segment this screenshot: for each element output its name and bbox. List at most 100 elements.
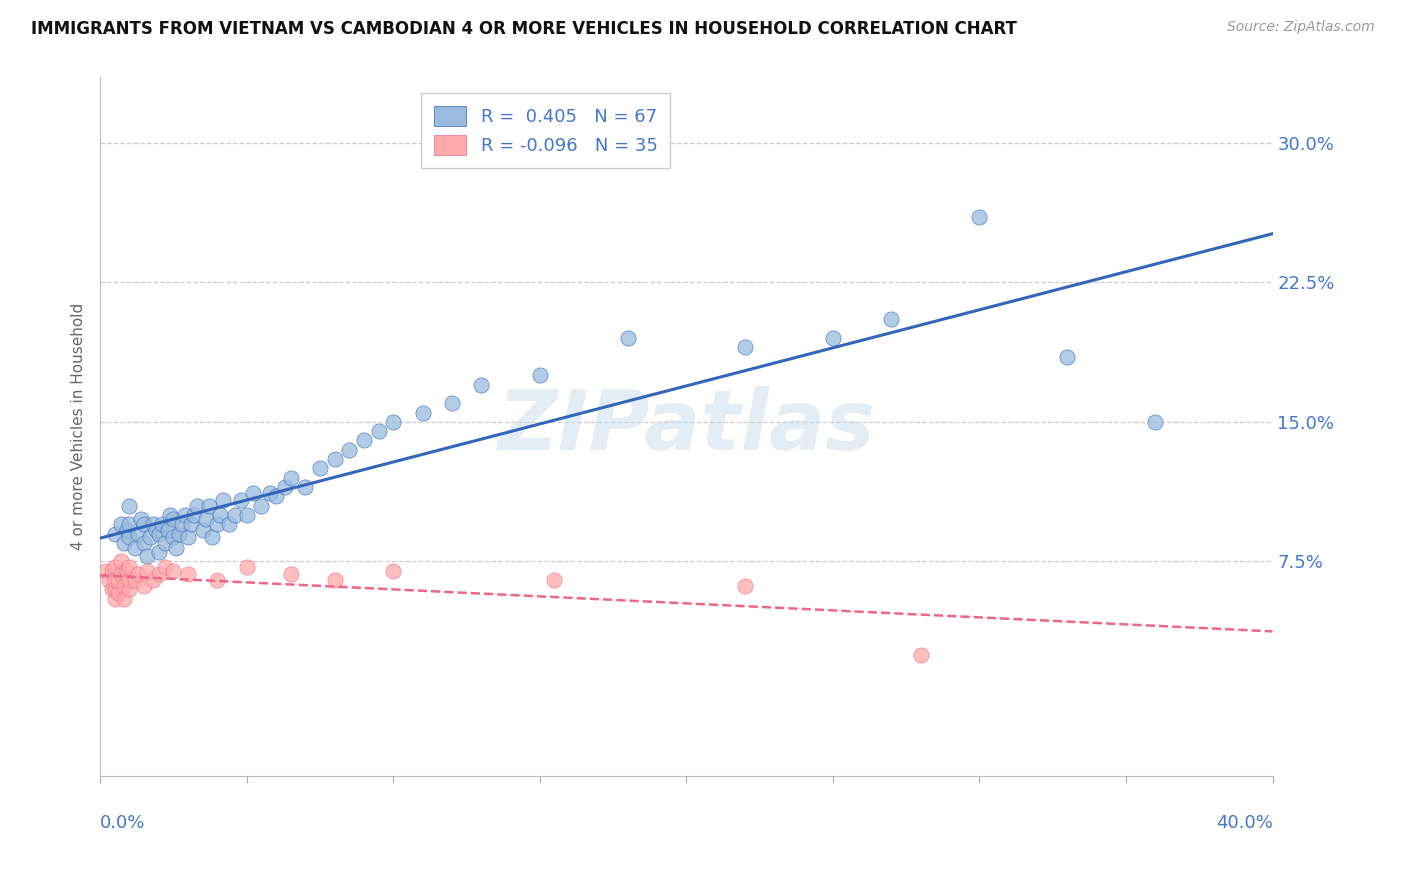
Point	[180, 517, 202, 532]
Point	[235, 508, 257, 522]
Point	[136, 564, 159, 578]
Point	[259, 485, 281, 500]
Point	[118, 560, 141, 574]
Point	[94, 564, 117, 578]
Point	[142, 517, 165, 532]
Point	[353, 434, 375, 448]
Point	[104, 573, 127, 587]
Point	[183, 508, 205, 522]
Point	[104, 526, 127, 541]
Point	[337, 442, 360, 457]
Point	[440, 396, 463, 410]
Point	[148, 526, 170, 541]
Point	[218, 517, 240, 532]
Point	[110, 517, 132, 532]
Point	[101, 582, 124, 597]
Point	[104, 560, 127, 574]
Point	[734, 579, 756, 593]
Point	[153, 536, 176, 550]
Point	[107, 586, 129, 600]
Point	[118, 582, 141, 597]
Point	[132, 517, 155, 532]
Point	[543, 573, 565, 587]
Point	[207, 517, 229, 532]
Point	[115, 564, 138, 578]
Point	[118, 573, 141, 587]
Point	[323, 573, 346, 587]
Point	[174, 508, 197, 522]
Point	[224, 508, 246, 522]
Point	[382, 564, 405, 578]
Point	[165, 541, 187, 556]
Legend: R =  0.405   N = 67, R = -0.096   N = 35: R = 0.405 N = 67, R = -0.096 N = 35	[420, 94, 671, 168]
Point	[118, 499, 141, 513]
Point	[142, 573, 165, 587]
Point	[212, 493, 235, 508]
Point	[197, 499, 219, 513]
Point	[145, 523, 167, 537]
Point	[229, 493, 252, 508]
Point	[172, 517, 194, 532]
Point	[264, 489, 287, 503]
Point	[162, 564, 184, 578]
Point	[101, 564, 124, 578]
Point	[162, 530, 184, 544]
Point	[734, 340, 756, 354]
Point	[207, 573, 229, 587]
Point	[150, 517, 173, 532]
Point	[529, 368, 551, 383]
Point	[132, 579, 155, 593]
Point	[118, 517, 141, 532]
Point	[153, 560, 176, 574]
Point	[910, 648, 932, 662]
Point	[280, 567, 302, 582]
Text: IMMIGRANTS FROM VIETNAM VS CAMBODIAN 4 OR MORE VEHICLES IN HOUSEHOLD CORRELATION: IMMIGRANTS FROM VIETNAM VS CAMBODIAN 4 O…	[31, 20, 1017, 37]
Point	[112, 591, 135, 606]
Point	[129, 511, 152, 525]
Point	[169, 526, 191, 541]
Point	[110, 567, 132, 582]
Point	[124, 541, 146, 556]
Point	[148, 567, 170, 582]
Point	[107, 573, 129, 587]
Point	[156, 523, 179, 537]
Point	[280, 471, 302, 485]
Point	[470, 377, 492, 392]
Text: 0.0%: 0.0%	[100, 814, 145, 832]
Point	[118, 530, 141, 544]
Point	[115, 523, 138, 537]
Text: Source: ZipAtlas.com: Source: ZipAtlas.com	[1227, 20, 1375, 34]
Point	[136, 549, 159, 563]
Point	[148, 545, 170, 559]
Point	[162, 511, 184, 525]
Point	[127, 567, 149, 582]
Point	[191, 523, 214, 537]
Point	[412, 405, 434, 419]
Point	[250, 499, 273, 513]
Point	[177, 567, 200, 582]
Text: 40.0%: 40.0%	[1216, 814, 1272, 832]
Point	[104, 591, 127, 606]
Point	[323, 452, 346, 467]
Point	[127, 526, 149, 541]
Point	[235, 560, 257, 574]
Point	[132, 536, 155, 550]
Point	[274, 480, 297, 494]
Point	[616, 331, 638, 345]
Point	[880, 312, 903, 326]
Point	[1056, 350, 1078, 364]
Point	[367, 424, 389, 438]
Point	[821, 331, 844, 345]
Point	[186, 499, 208, 513]
Point	[382, 415, 405, 429]
Point	[97, 573, 120, 587]
Point	[242, 485, 264, 500]
Point	[209, 508, 232, 522]
Point	[194, 511, 217, 525]
Point	[294, 480, 316, 494]
Point	[1144, 415, 1167, 429]
Text: ZIPatlas: ZIPatlas	[498, 386, 876, 467]
Point	[112, 579, 135, 593]
Point	[177, 530, 200, 544]
Point	[112, 536, 135, 550]
